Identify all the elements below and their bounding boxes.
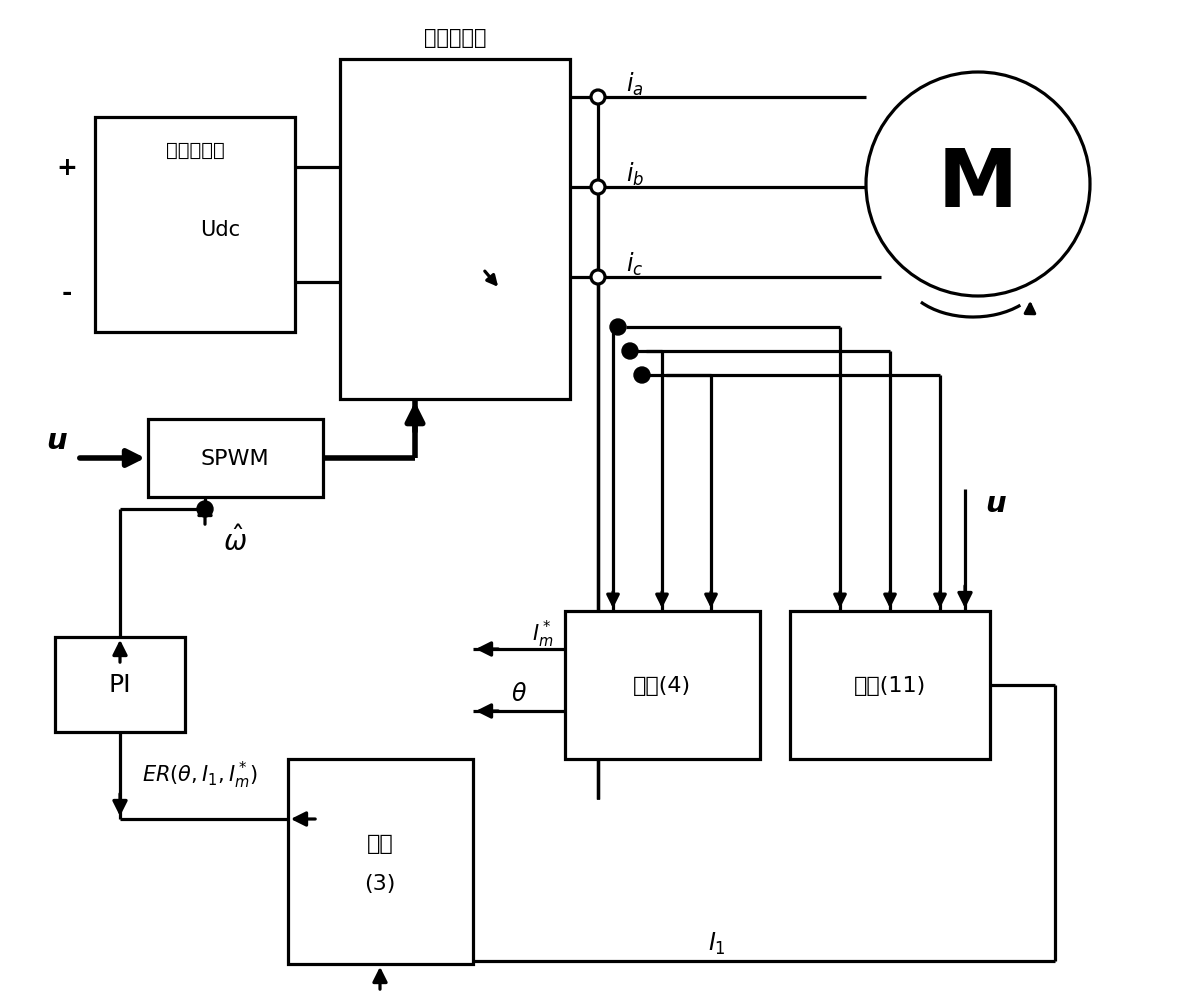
- Text: PI: PI: [108, 672, 131, 696]
- Text: 等效直流源: 等效直流源: [166, 140, 224, 159]
- Text: $\theta$: $\theta$: [511, 681, 526, 705]
- Text: $i_b$: $i_b$: [626, 160, 644, 187]
- Bar: [565, 611, 760, 760]
- Bar: [790, 611, 990, 760]
- Bar: [95, 118, 295, 333]
- Text: -: -: [62, 281, 73, 305]
- Text: SPWM: SPWM: [201, 449, 269, 469]
- Circle shape: [591, 271, 605, 285]
- Circle shape: [197, 501, 213, 517]
- Text: +: +: [56, 156, 77, 179]
- Text: $i_c$: $i_c$: [626, 250, 643, 278]
- Text: 公式(11): 公式(11): [854, 675, 927, 695]
- Text: M: M: [939, 146, 1018, 223]
- Circle shape: [591, 91, 605, 105]
- Text: $ER(\theta, I_1, I_m^*)$: $ER(\theta, I_1, I_m^*)$: [142, 759, 257, 790]
- Text: $I_1$: $I_1$: [709, 930, 727, 956]
- Text: $\boldsymbol{u}$: $\boldsymbol{u}$: [985, 490, 1006, 517]
- Text: 三相逆变桥: 三相逆变桥: [424, 28, 486, 48]
- Text: $\hat{\omega}$: $\hat{\omega}$: [223, 526, 247, 557]
- Text: Udc: Udc: [200, 219, 241, 239]
- Bar: [339, 60, 570, 400]
- Circle shape: [634, 368, 650, 384]
- Circle shape: [866, 73, 1090, 297]
- Circle shape: [610, 320, 626, 336]
- Circle shape: [622, 344, 638, 360]
- Bar: [55, 637, 185, 732]
- Text: $\boldsymbol{u}$: $\boldsymbol{u}$: [46, 427, 68, 455]
- Circle shape: [591, 180, 605, 194]
- Bar: [148, 420, 323, 498]
- Text: 公式: 公式: [367, 834, 393, 853]
- Text: 公式(4): 公式(4): [632, 675, 691, 695]
- Text: (3): (3): [364, 873, 395, 893]
- Bar: [288, 760, 473, 964]
- Text: $i_a$: $i_a$: [626, 70, 643, 97]
- Text: $I_m^*$: $I_m^*$: [531, 618, 553, 649]
